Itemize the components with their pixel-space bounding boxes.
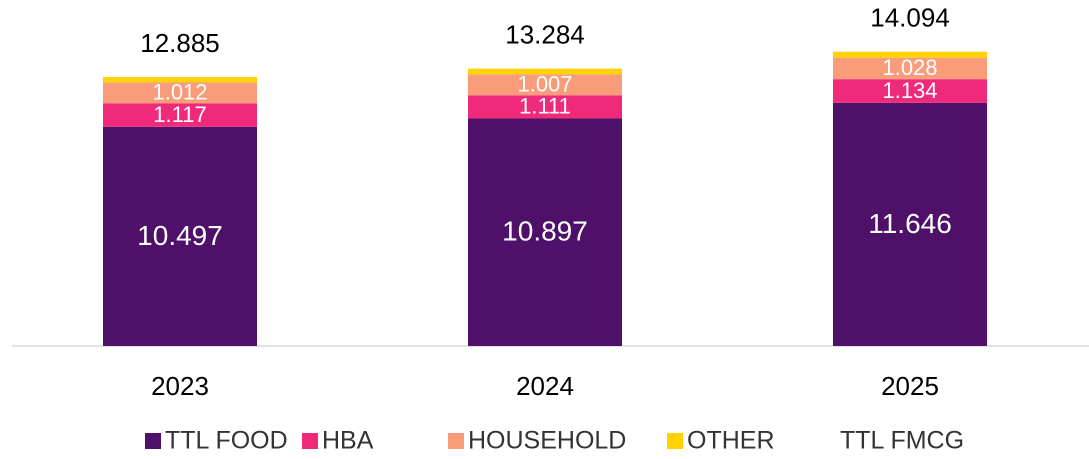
data-label: 10.897 (502, 216, 588, 247)
total-label: 12.885 (140, 28, 220, 58)
legend-swatch (302, 433, 318, 449)
legend-label: OTHER (687, 427, 775, 455)
bar-segment (103, 103, 257, 127)
total-label: 13.284 (505, 20, 585, 50)
data-label: 1.007 (517, 72, 572, 97)
data-label: 10.497 (137, 220, 223, 251)
bar-segment (103, 76, 257, 83)
legend-label: TTL FOOD (165, 427, 288, 455)
bar-segment (833, 57, 987, 80)
bar-segment (468, 118, 622, 346)
bar-segment (468, 68, 622, 75)
x-tick-label: 2024 (516, 371, 574, 401)
legend-label: HBA (322, 427, 374, 455)
total-label: 14.094 (870, 3, 950, 33)
bar-segment (833, 102, 987, 347)
legend-swatch (145, 433, 161, 449)
bar-segment (468, 74, 622, 96)
data-label: 1.117 (153, 102, 206, 127)
x-tick-label: 2025 (881, 371, 939, 401)
bar-segment (103, 126, 257, 347)
legend-label: HOUSEHOLD (468, 427, 626, 455)
data-label: 1.111 (519, 94, 571, 119)
bar-segment (468, 95, 622, 119)
x-tick-label: 2023 (151, 371, 209, 401)
legend-label: TTL FMCG (840, 427, 964, 455)
bar-segment (833, 79, 987, 103)
legend-swatch (667, 433, 683, 449)
bar-segment (103, 82, 257, 104)
data-label: 1.028 (882, 55, 937, 80)
bar-segment (833, 51, 987, 58)
legend-swatch (448, 433, 464, 449)
data-label: 1.134 (882, 78, 937, 103)
data-label: 11.646 (868, 208, 952, 239)
data-label: 1.012 (152, 80, 207, 105)
